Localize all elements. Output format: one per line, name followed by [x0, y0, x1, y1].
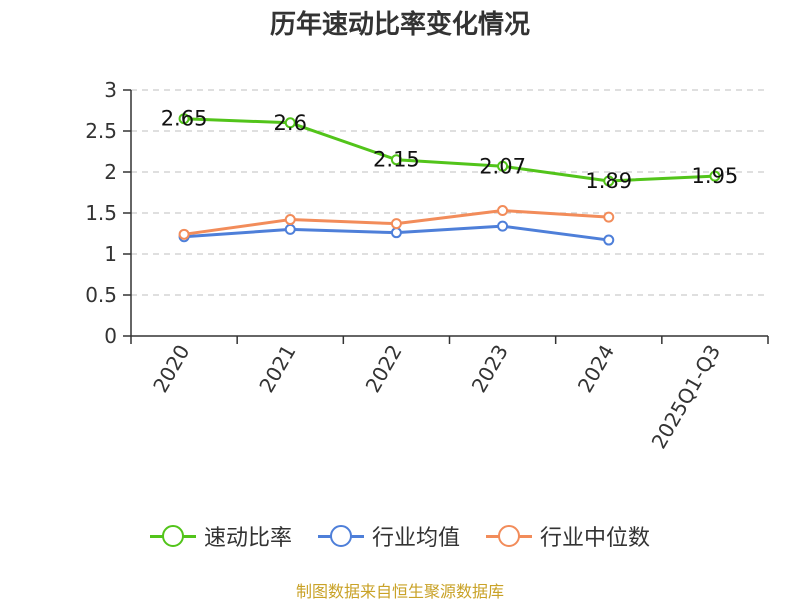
legend-item-1[interactable]: 行业均值	[317, 520, 460, 552]
axes: 0 0.5 1 1.5 2 2.5 3 2020 2021 2022 2023 2024 2025Q1-…	[85, 78, 769, 453]
data-point-0-1	[284, 117, 296, 129]
data-label-4: 1.89	[585, 169, 632, 193]
data-point-2-0	[178, 228, 190, 240]
legend-label: 行业均值	[371, 526, 460, 551]
y-tick-label-1: 1	[104, 242, 117, 266]
data-label-1: 2.6	[274, 111, 307, 135]
x-tick-label-2023: 2023	[467, 341, 513, 397]
x-tick-label-2021: 2021	[254, 341, 300, 397]
line-chart: 0 0.5 1 1.5 2 2.5 3 2020 2021 2022 2023 2024 2025Q1-…	[85, 78, 769, 453]
data-point-0-4	[603, 175, 615, 187]
gridlines	[131, 89, 768, 296]
y-tick-label-0: 0	[104, 324, 117, 348]
x-tick-label-2025Q1-Q3: 2025Q1-Q3	[647, 341, 726, 453]
data-point-0-0	[178, 113, 190, 125]
series-0	[178, 113, 721, 187]
x-tick-label-2020: 2020	[148, 341, 194, 397]
data-point-0-3	[497, 160, 509, 172]
data-label-5: 1.95	[692, 164, 739, 188]
legend-item-0[interactable]: 速动比率	[149, 520, 292, 552]
source-note: 制图数据来自恒生聚源数据库	[295, 582, 504, 601]
data-point-1-4	[603, 234, 615, 246]
legend-label: 速动比率	[203, 526, 292, 551]
legend-marker-icon	[317, 525, 364, 547]
data-point-2-1	[284, 214, 296, 226]
legend-label: 行业中位数	[540, 526, 651, 551]
data-labels: 2.65 2.6 2.15 2.07 1.89 1.95	[161, 107, 739, 193]
y-tick-label-2.5: 2.5	[85, 119, 117, 143]
legend: 速动比率 行业均值 行业中位数	[0, 518, 800, 554]
y-tick-label-3: 3	[104, 78, 117, 102]
series-2	[178, 205, 615, 240]
data-label-3: 2.07	[479, 154, 526, 178]
x-tick-label-2024: 2024	[573, 341, 619, 397]
data-point-2-2	[390, 218, 402, 230]
series-lines	[178, 113, 721, 246]
y-tick-label-1.5: 1.5	[85, 201, 117, 225]
legend-marker-icon	[149, 525, 196, 547]
legend-marker-icon	[486, 525, 532, 547]
data-point-1-2	[390, 227, 402, 239]
data-point-0-2	[390, 154, 402, 166]
data-point-1-1	[284, 223, 296, 235]
data-point-1-3	[497, 220, 509, 232]
chart-title: 历年速动比率变化情况	[269, 10, 530, 40]
data-point-0-5	[709, 170, 721, 182]
series-line-0	[184, 117, 715, 183]
y-tick-label-0.5: 0.5	[85, 283, 117, 307]
data-label-2: 2.15	[373, 148, 420, 172]
data-point-2-3	[497, 205, 509, 217]
data-label-0: 2.65	[161, 107, 208, 131]
data-point-2-4	[603, 211, 615, 223]
x-tick-label-2022: 2022	[361, 341, 407, 397]
y-tick-label-2: 2	[104, 160, 117, 184]
legend-item-2[interactable]: 行业中位数	[486, 520, 650, 552]
